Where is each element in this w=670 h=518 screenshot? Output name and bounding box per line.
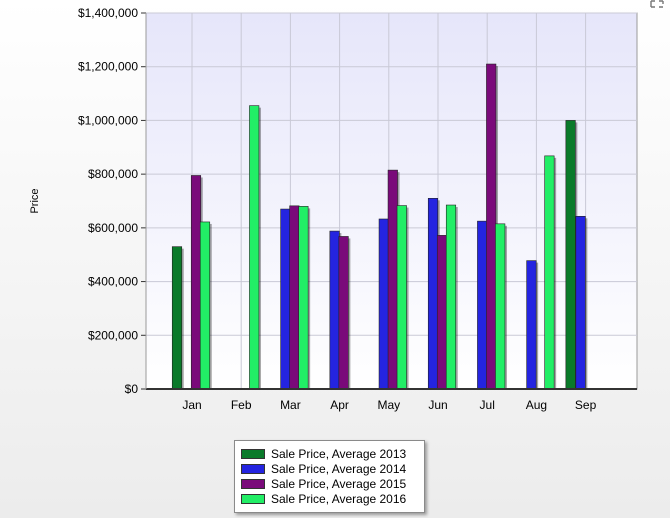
bar[interactable]	[298, 206, 309, 390]
x-tick-label: Sep	[575, 398, 597, 412]
legend-swatch	[241, 448, 265, 459]
legend-label: Sale Price, Average 2016	[271, 491, 407, 506]
legend-label: Sale Price, Average 2014	[271, 461, 407, 476]
y-tick-label: $400,000	[88, 275, 138, 289]
x-tick-label: May	[377, 398, 400, 412]
legend-item[interactable]: Sale Price, Average 2014	[241, 461, 424, 476]
bars	[171, 63, 588, 390]
bar[interactable]	[445, 204, 457, 390]
bar[interactable]	[526, 260, 537, 390]
bar[interactable]	[171, 246, 183, 390]
legend-swatch	[241, 478, 265, 489]
x-tick-label: Jul	[480, 398, 495, 412]
x-tick-labels: Jan Feb Mar Apr May Jun Jul Aug Sep	[182, 398, 596, 412]
chart: $0 $200,000 $400,000 $600,000 $800,000 $1,000…	[29, 6, 638, 412]
y-tick-label: $0	[125, 382, 139, 396]
y-tick-label: $1,200,000	[78, 60, 138, 74]
bar[interactable]	[486, 63, 497, 390]
bar[interactable]	[427, 198, 439, 390]
bar[interactable]	[575, 216, 586, 390]
bar[interactable]	[338, 236, 349, 390]
bar[interactable]	[378, 218, 389, 390]
legend: Sale Price, Average 2013 Sale Price, Aver…	[234, 440, 425, 513]
legend-item[interactable]: Sale Price, Average 2016	[241, 491, 424, 506]
legend-swatch	[241, 463, 265, 474]
x-tick-label: Mar	[280, 398, 301, 412]
bar[interactable]	[249, 105, 260, 390]
legend-swatch	[241, 493, 265, 504]
x-tick-label: Jun	[428, 398, 447, 412]
bar[interactable]	[544, 155, 555, 390]
bar[interactable]	[477, 220, 488, 390]
legend-label: Sale Price, Average 2013	[271, 446, 407, 461]
y-tick-label: $800,000	[88, 167, 138, 181]
bar[interactable]	[565, 120, 576, 390]
expand-icon[interactable]	[650, 0, 664, 8]
bar[interactable]	[280, 208, 291, 390]
bar[interactable]	[495, 223, 506, 390]
x-tick-label: Aug	[526, 398, 547, 412]
y-tick-label: $600,000	[88, 221, 138, 235]
bar[interactable]	[396, 205, 407, 390]
bar[interactable]	[329, 230, 340, 390]
y-tick-label: $200,000	[88, 328, 138, 342]
legend-label: Sale Price, Average 2015	[271, 476, 407, 491]
x-tick-label: Jan	[182, 398, 201, 412]
y-tick-labels: $0 $200,000 $400,000 $600,000 $800,000 $1,000…	[78, 6, 146, 396]
bar[interactable]	[387, 169, 398, 390]
bar[interactable]	[289, 205, 300, 390]
legend-item[interactable]: Sale Price, Average 2013	[241, 446, 424, 461]
bar[interactable]	[199, 221, 211, 390]
y-tick-label: $1,000,000	[78, 113, 138, 127]
y-tick-label: $1,400,000	[78, 6, 138, 20]
x-tick-label: Feb	[231, 398, 252, 412]
legend-item[interactable]: Sale Price, Average 2015	[241, 476, 424, 491]
bar[interactable]	[436, 235, 448, 390]
x-tick-label: Apr	[330, 398, 349, 412]
bar[interactable]	[190, 175, 202, 390]
y-axis-label: Price	[29, 188, 41, 213]
